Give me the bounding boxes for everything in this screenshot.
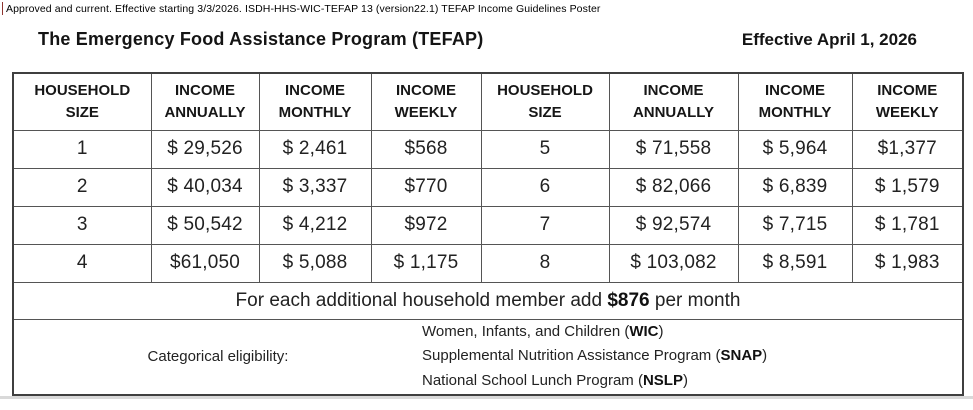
categorical-eligibility-row: Categorical eligibility: Women, Infants,…: [12, 318, 964, 396]
effective-date: Effective April 1, 2026: [741, 30, 917, 49]
header-row: HOUSEHOLD SIZE INCOME ANNUALLY INCOME MONTH…: [12, 72, 964, 131]
cell-income-annually: $ 92,574: [608, 205, 739, 245]
cell-income-monthly: $ 7,715: [737, 205, 853, 245]
cell-income-weekly: $ 1,175: [370, 243, 482, 283]
table-row: 2 $ 40,034 $ 3,337 $770 6 $ 82,066 $ 6,8…: [12, 167, 964, 207]
col-header-household-size-right: HOUSEHOLD SIZE: [480, 72, 610, 131]
cell-income-annually: $ 40,034: [150, 167, 260, 207]
eligibility-label: Categorical eligibility:: [147, 348, 289, 366]
cell-household-size: 1: [12, 129, 152, 169]
cell-income-weekly: $770: [370, 167, 482, 207]
program-snap: Supplemental Nutrition Assistance Progra…: [422, 347, 768, 365]
col-header-income-weekly-left: INCOME WEEKLY: [370, 72, 482, 131]
page-title: The Emergency Food Assistance Program (T…: [38, 29, 484, 49]
col-header-income-annually-left: INCOME ANNUALLY: [150, 72, 260, 131]
cell-income-annually: $ 50,542: [150, 205, 260, 245]
cell-household-size: 6: [480, 167, 610, 207]
table-row: 4 $61,050 $ 5,088 $ 1,175 8 $ 103,082 $ …: [12, 243, 964, 283]
program-wic: Women, Infants, and Children (WIC): [422, 322, 664, 340]
col-header-household-size-left: HOUSEHOLD SIZE: [12, 72, 152, 131]
additional-member-note: For each additional household member add…: [12, 281, 964, 320]
cell-income-weekly: $ 1,579: [851, 167, 964, 207]
page-bottom-edge: [0, 396, 973, 399]
eligibility-content: Categorical eligibility: Women, Infants,…: [14, 320, 962, 394]
cell-income-monthly: $ 5,964: [737, 129, 853, 169]
cell-income-monthly: $ 6,839: [737, 167, 853, 207]
additional-member-amount: $876: [607, 289, 650, 311]
income-guidelines-table: HOUSEHOLD SIZE INCOME ANNUALLY INCOME MONTH…: [12, 72, 964, 396]
cell-income-monthly: $ 5,088: [258, 243, 372, 283]
cell-income-annually: $ 103,082: [608, 243, 739, 283]
cell-household-size: 8: [480, 243, 610, 283]
approval-note: Approved and current. Effective starting…: [6, 3, 601, 15]
cell-income-annually: $ 71,558: [608, 129, 739, 169]
col-header-income-monthly-right: INCOME MONTHLY: [737, 72, 853, 131]
cell-household-size: 3: [12, 205, 152, 245]
cell-income-monthly: $ 2,461: [258, 129, 372, 169]
table-row: 1 $ 29,526 $ 2,461 $568 5 $ 71,558 $ 5,9…: [12, 129, 964, 169]
additional-member-row: For each additional household member add…: [12, 281, 964, 320]
cell-income-annually: $61,050: [150, 243, 260, 283]
program-nslp: National School Lunch Program (NSLP): [422, 372, 688, 389]
cell-household-size: 4: [12, 243, 152, 283]
text-cursor-mark: [2, 2, 3, 15]
cell-household-size: 2: [12, 167, 152, 207]
title-row: The Emergency Food Assistance Program (T…: [38, 29, 917, 50]
cell-income-monthly: $ 8,591: [737, 243, 853, 283]
cell-income-weekly: $972: [370, 205, 482, 245]
cell-income-weekly: $ 1,983: [851, 243, 964, 283]
cell-income-monthly: $ 3,337: [258, 167, 372, 207]
eligibility-programs: Women, Infants, and Children (WIC) Suppl…: [422, 320, 962, 394]
cell-household-size: 5: [480, 129, 610, 169]
cell-income-monthly: $ 4,212: [258, 205, 372, 245]
cell-income-weekly: $1,377: [851, 129, 964, 169]
cell-income-weekly: $568: [370, 129, 482, 169]
cell-household-size: 7: [480, 205, 610, 245]
cell-income-annually: $ 82,066: [608, 167, 739, 207]
col-header-income-weekly-right: INCOME WEEKLY: [851, 72, 964, 131]
cell-income-annually: $ 29,526: [150, 129, 260, 169]
col-header-income-annually-right: INCOME ANNUALLY: [608, 72, 739, 131]
col-header-income-monthly-left: INCOME MONTHLY: [258, 72, 372, 131]
cell-income-weekly: $ 1,781: [851, 205, 964, 245]
table-row: 3 $ 50,542 $ 4,212 $972 7 $ 92,574 $ 7,7…: [12, 205, 964, 245]
